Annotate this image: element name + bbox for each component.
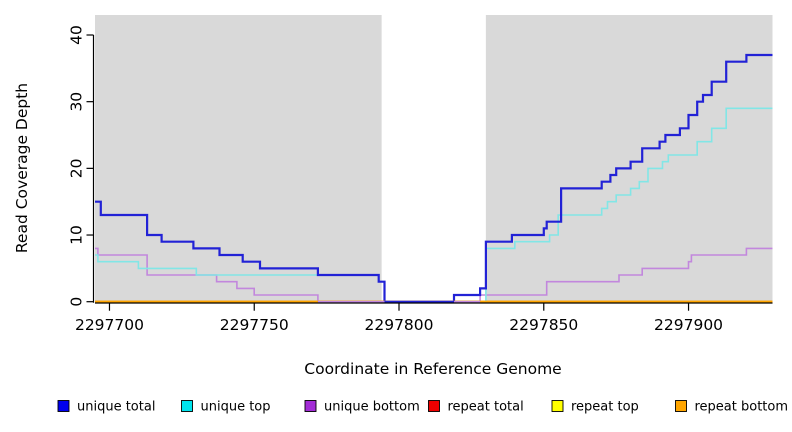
series-lines — [95, 53, 773, 303]
y-tick-label: 30 — [67, 92, 85, 112]
legend-swatch-unique-top — [181, 400, 193, 412]
legend-label: unique total — [77, 400, 155, 415]
x-tick-label: 2297800 — [364, 316, 433, 334]
series-line-unique-bottom — [95, 247, 773, 303]
legend-label: unique bottom — [324, 400, 420, 415]
legend-item-repeat-total: repeat total — [428, 400, 524, 415]
legend-swatch-unique-bottom — [304, 400, 317, 412]
uncovered-region-band — [381, 15, 486, 304]
legend-swatch-repeat-total — [428, 400, 440, 412]
y-axis-title: Read Coverage Depth — [13, 83, 31, 253]
legend-label: repeat bottom — [695, 400, 789, 415]
x-axis-title: Coordinate in Reference Genome — [304, 360, 561, 378]
legend-item-unique-top: unique top — [181, 400, 271, 415]
y-tick-label: 10 — [67, 225, 85, 245]
legend-label: repeat top — [571, 400, 639, 415]
legend-item-unique-total: unique total — [57, 400, 155, 415]
axes: 0 10 20 30 40 2297700 2297750 2297800 2297850 229… — [67, 25, 773, 334]
plot-panel — [95, 15, 773, 304]
legend-item-unique-bottom: unique bottom — [304, 400, 420, 415]
x-tick-label: 2297850 — [509, 316, 578, 334]
legend-swatch-unique-total — [57, 400, 70, 412]
series-line-unique-total — [95, 53, 773, 303]
legend: unique total unique top unique bottom repea… — [57, 400, 789, 415]
x-tick-label: 2297900 — [654, 316, 723, 334]
legend-label: repeat total — [448, 400, 524, 415]
legend-swatch-repeat-top — [551, 400, 564, 412]
legend-swatch-repeat-bottom — [675, 400, 687, 412]
y-tick-label: 0 — [67, 297, 85, 307]
y-tick-label: 20 — [67, 158, 85, 178]
legend-label: unique top — [201, 400, 271, 415]
x-tick-label: 2297700 — [75, 316, 144, 334]
y-tick-label: 40 — [67, 25, 85, 45]
legend-item-repeat-bottom: repeat bottom — [675, 400, 789, 415]
legend-item-repeat-top: repeat top — [551, 400, 639, 415]
x-tick-label: 2297750 — [220, 316, 289, 334]
